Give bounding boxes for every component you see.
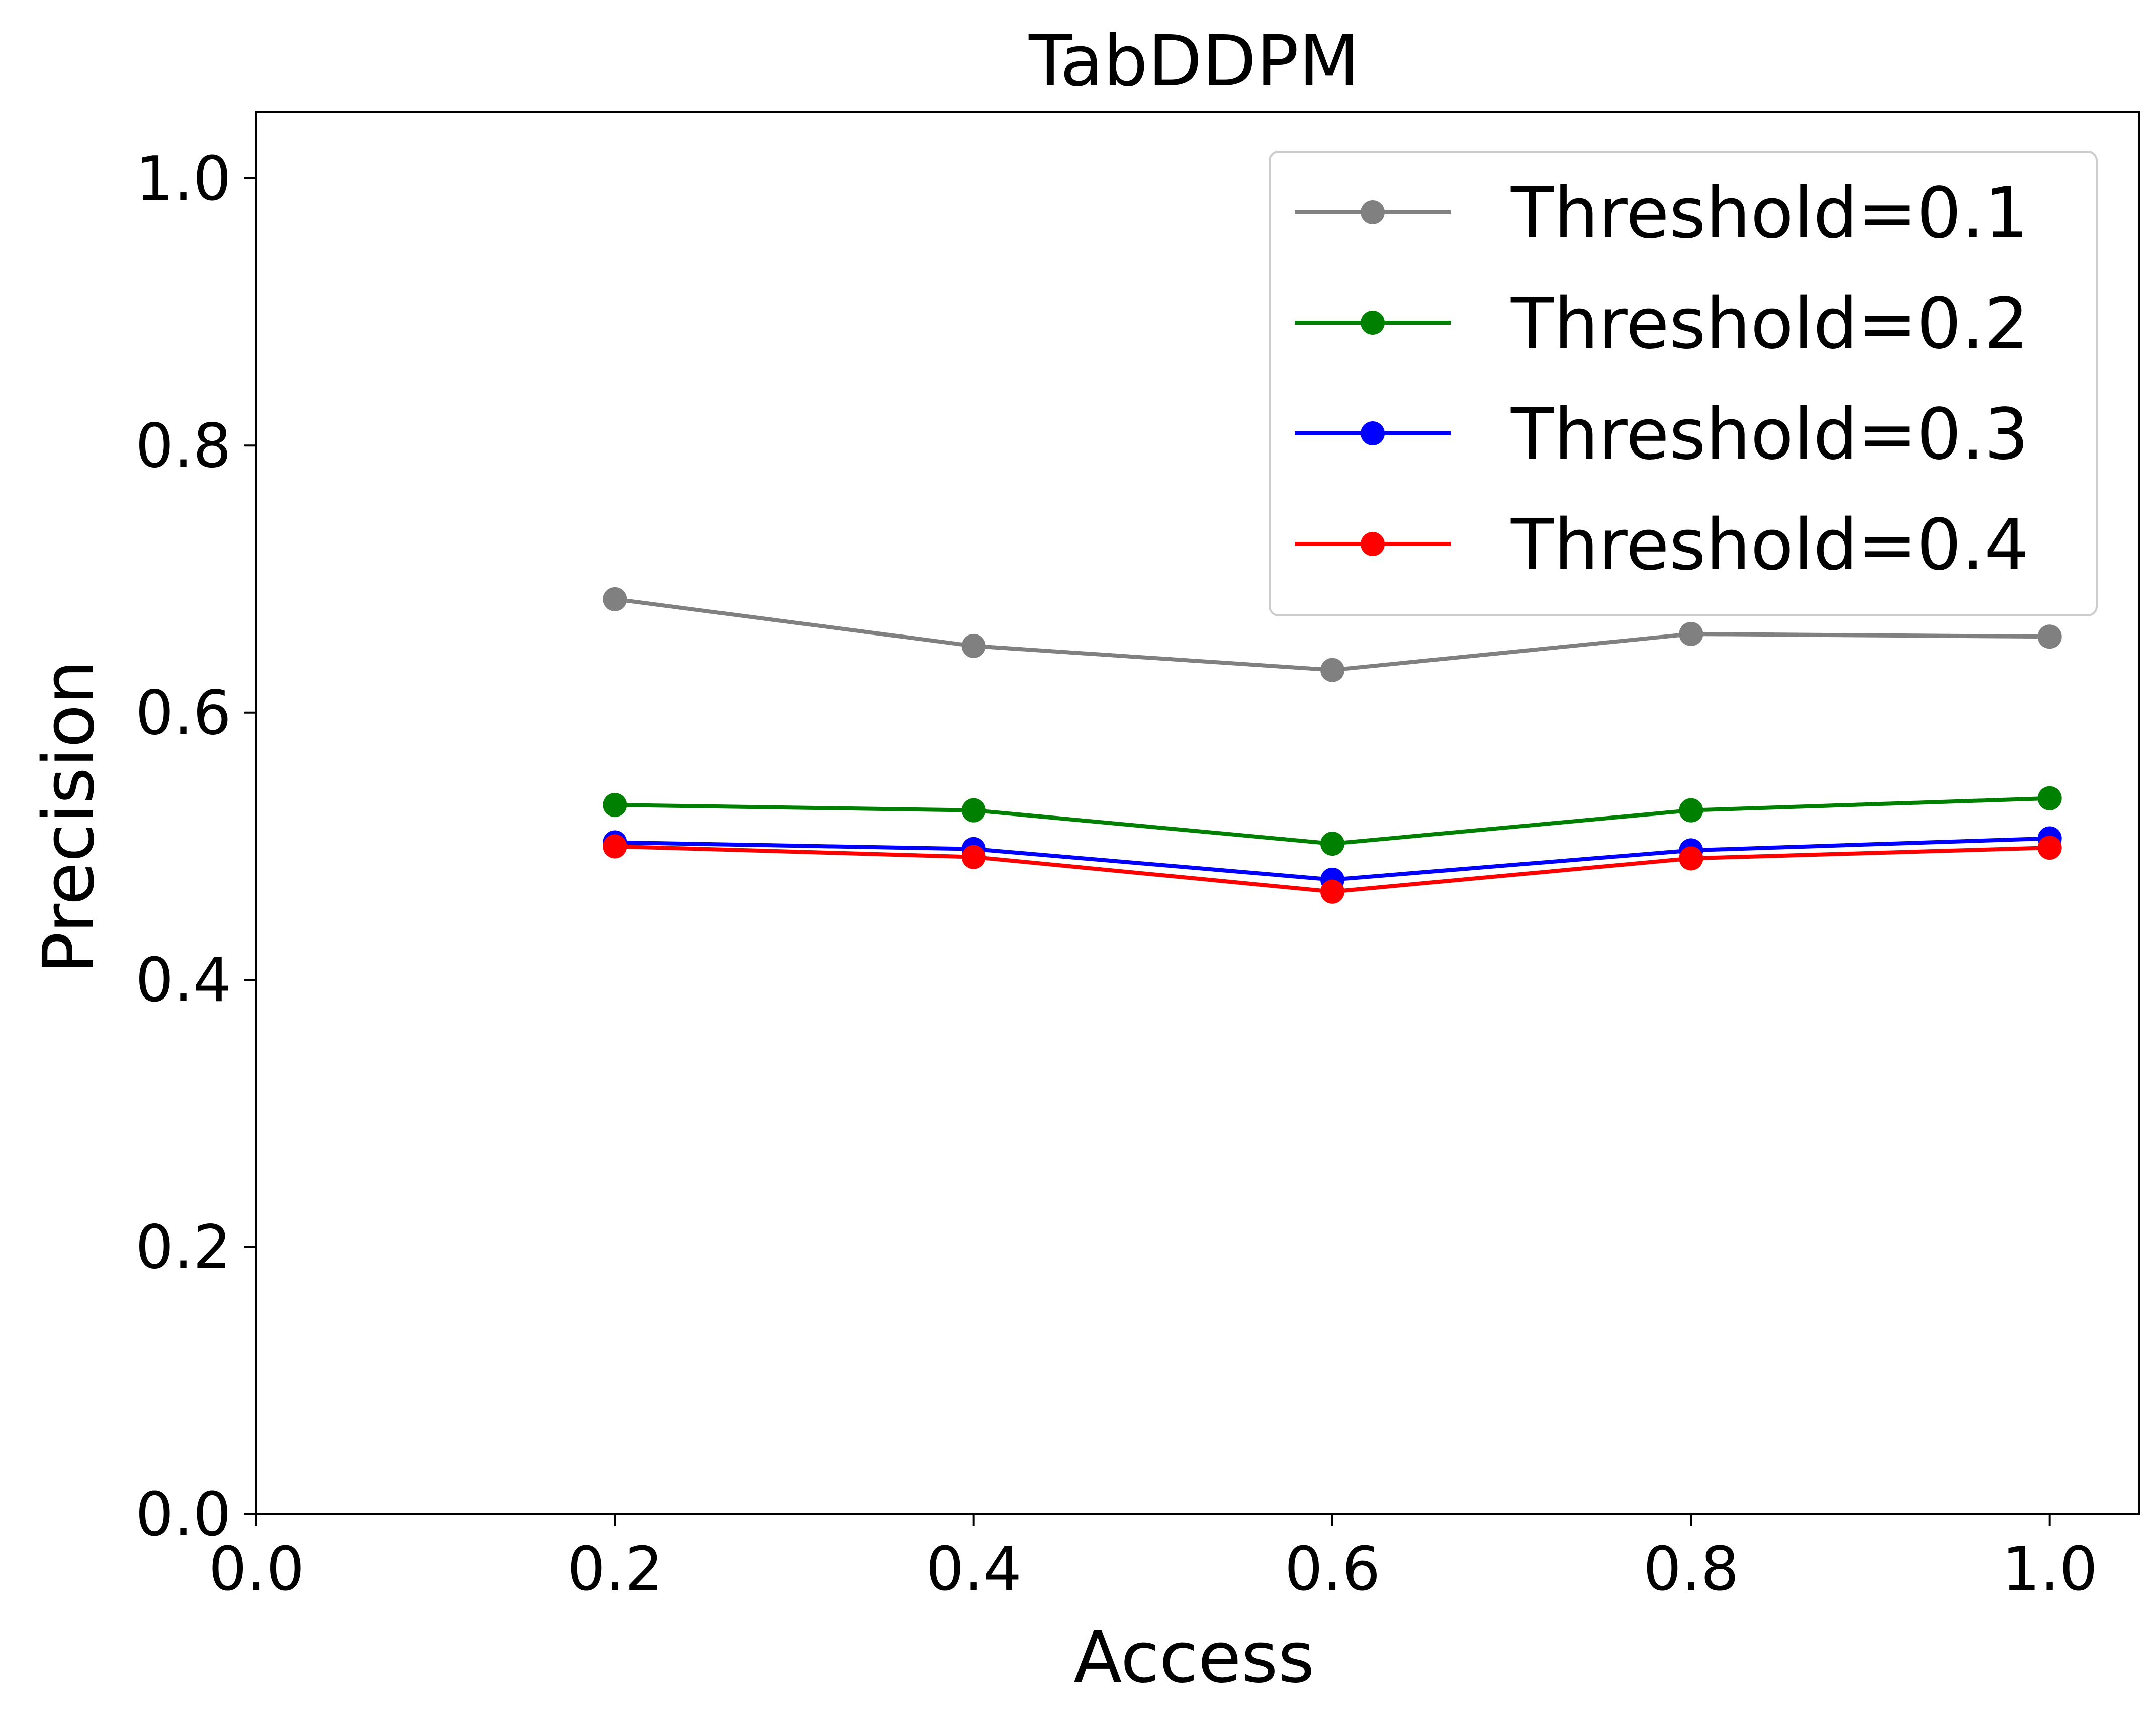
chart-title: TabDDPM xyxy=(1028,21,1360,103)
plot-area xyxy=(603,587,2062,904)
x-tick-label-2: 0.2 xyxy=(567,1534,663,1604)
legend-marker-4 xyxy=(1361,532,1385,556)
data-point-s4-4 xyxy=(1679,846,1703,871)
data-point-s1-4 xyxy=(1679,621,1703,646)
data-point-s2-3 xyxy=(1320,832,1344,856)
y-tick-label-5: 0.8 xyxy=(135,411,231,481)
y-tick-label-2: 0.2 xyxy=(135,1213,231,1283)
legend-label-3: Threshold=0.3 xyxy=(1510,394,2029,476)
data-point-s2-5 xyxy=(2037,786,2062,810)
y-tick-label-6: 1.0 xyxy=(135,144,231,214)
x-axis-title: Access xyxy=(1073,1617,1314,1699)
data-point-s4-3 xyxy=(1320,879,1344,904)
legend-label-2: Threshold=0.2 xyxy=(1510,283,2029,365)
axes: 0.0 0.2 0.4 0.6 0.8 1.0 0.0 0.2 0.4 0.6 0.8 1.0 xyxy=(135,111,2140,1604)
legend-label-1: Threshold=0.1 xyxy=(1510,172,2029,254)
legend-marker-1 xyxy=(1361,200,1385,224)
plot-frame xyxy=(255,111,2140,1515)
data-point-s4-2 xyxy=(961,845,986,869)
data-point-s4-5 xyxy=(2037,836,2062,860)
x-tick-label-4: 0.6 xyxy=(1285,1534,1381,1604)
data-point-s1-2 xyxy=(961,633,986,658)
data-point-s1-5 xyxy=(2037,624,2062,649)
data-point-s4-1 xyxy=(603,834,627,859)
y-tick-label-3: 0.4 xyxy=(135,946,231,1016)
x-tick-label-1: 0.0 xyxy=(209,1534,305,1604)
x-tick-label-3: 0.4 xyxy=(926,1534,1022,1604)
x-tick-label-6: 1.0 xyxy=(2002,1534,2098,1604)
legend: Threshold=0.1 Threshold=0.2 Threshold=0.3 T… xyxy=(1269,151,2098,616)
y-axis-title: Precision xyxy=(28,660,110,974)
data-point-s1-1 xyxy=(603,587,627,611)
legend-marker-3 xyxy=(1361,421,1385,445)
y-tick-label-4: 0.6 xyxy=(135,679,231,749)
data-point-s2-1 xyxy=(603,793,627,818)
data-point-s2-4 xyxy=(1679,798,1703,823)
legend-marker-2 xyxy=(1361,311,1385,335)
data-point-s1-3 xyxy=(1320,658,1344,682)
legend-box xyxy=(1269,151,2098,616)
x-tick-label-5: 0.8 xyxy=(1643,1534,1739,1604)
y-tick-label-1: 0.0 xyxy=(135,1480,231,1550)
legend-label-4: Threshold=0.4 xyxy=(1510,504,2029,586)
data-point-s2-2 xyxy=(961,798,986,823)
